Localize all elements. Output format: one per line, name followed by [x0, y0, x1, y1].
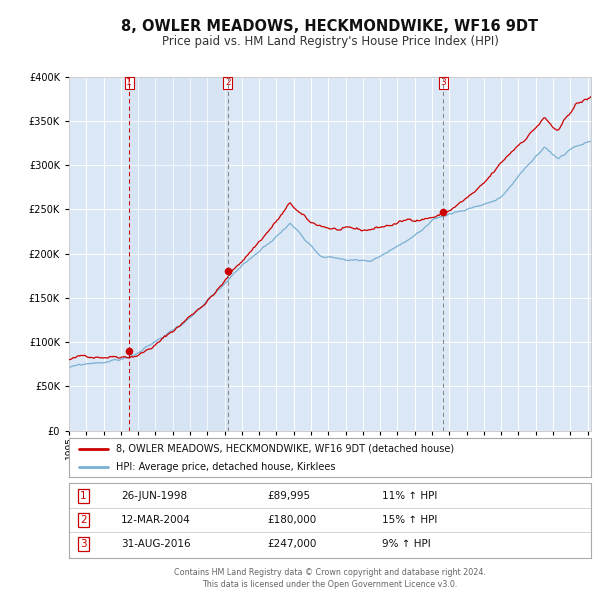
- Text: 1: 1: [80, 491, 87, 501]
- Text: Contains HM Land Registry data © Crown copyright and database right 2024.: Contains HM Land Registry data © Crown c…: [174, 568, 486, 577]
- Text: £180,000: £180,000: [268, 515, 317, 525]
- Text: 3: 3: [80, 539, 87, 549]
- Text: 15% ↑ HPI: 15% ↑ HPI: [382, 515, 437, 525]
- Text: 12-MAR-2004: 12-MAR-2004: [121, 515, 191, 525]
- Text: 2: 2: [225, 78, 230, 87]
- Text: £89,995: £89,995: [268, 491, 310, 501]
- Text: 2: 2: [80, 515, 87, 525]
- Text: 3: 3: [440, 78, 446, 87]
- Text: This data is licensed under the Open Government Licence v3.0.: This data is licensed under the Open Gov…: [202, 579, 458, 589]
- Text: 31-AUG-2016: 31-AUG-2016: [121, 539, 191, 549]
- Bar: [130, 77, 228, 431]
- Text: 9% ↑ HPI: 9% ↑ HPI: [382, 539, 431, 549]
- Text: HPI: Average price, detached house, Kirklees: HPI: Average price, detached house, Kirk…: [116, 462, 335, 472]
- Text: 8, OWLER MEADOWS, HECKMONDWIKE, WF16 9DT (detached house): 8, OWLER MEADOWS, HECKMONDWIKE, WF16 9DT…: [116, 444, 454, 454]
- Text: Price paid vs. HM Land Registry's House Price Index (HPI): Price paid vs. HM Land Registry's House …: [161, 35, 499, 48]
- Text: 8, OWLER MEADOWS, HECKMONDWIKE, WF16 9DT: 8, OWLER MEADOWS, HECKMONDWIKE, WF16 9DT: [121, 19, 539, 34]
- Text: 11% ↑ HPI: 11% ↑ HPI: [382, 491, 437, 501]
- Text: 26-JUN-1998: 26-JUN-1998: [121, 491, 187, 501]
- Text: 1: 1: [127, 78, 132, 87]
- Text: £247,000: £247,000: [268, 539, 317, 549]
